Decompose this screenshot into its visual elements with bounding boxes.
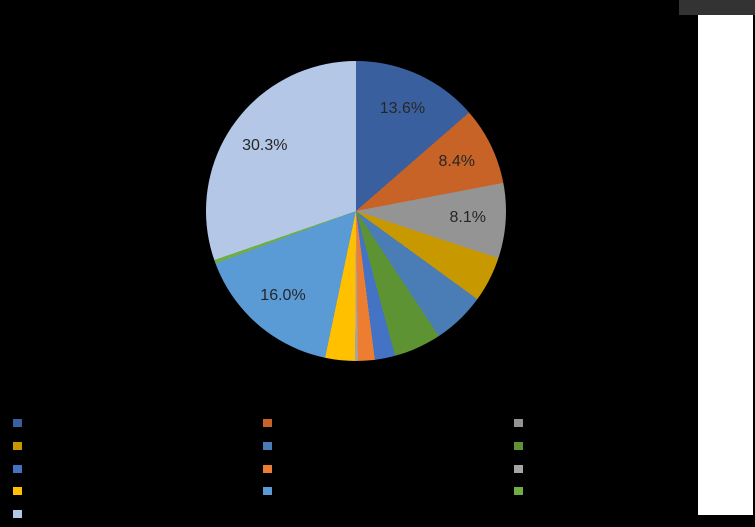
white-side-panel [698, 15, 753, 515]
legend-swatch [13, 419, 22, 427]
pie-chart [206, 61, 506, 361]
legend-swatch [13, 487, 22, 496]
legend-swatch [514, 419, 523, 427]
legend-swatch [514, 464, 523, 473]
legend-swatch [13, 510, 22, 519]
legend-swatch [13, 464, 22, 473]
top-right-dark-bar [679, 0, 755, 15]
legend-swatch [263, 419, 272, 427]
legend-swatch [263, 464, 272, 473]
legend-swatch [263, 487, 272, 496]
legend-swatch [514, 487, 523, 496]
legend-swatch [514, 441, 523, 450]
legend-swatch [263, 441, 272, 450]
legend-swatch [13, 441, 22, 450]
